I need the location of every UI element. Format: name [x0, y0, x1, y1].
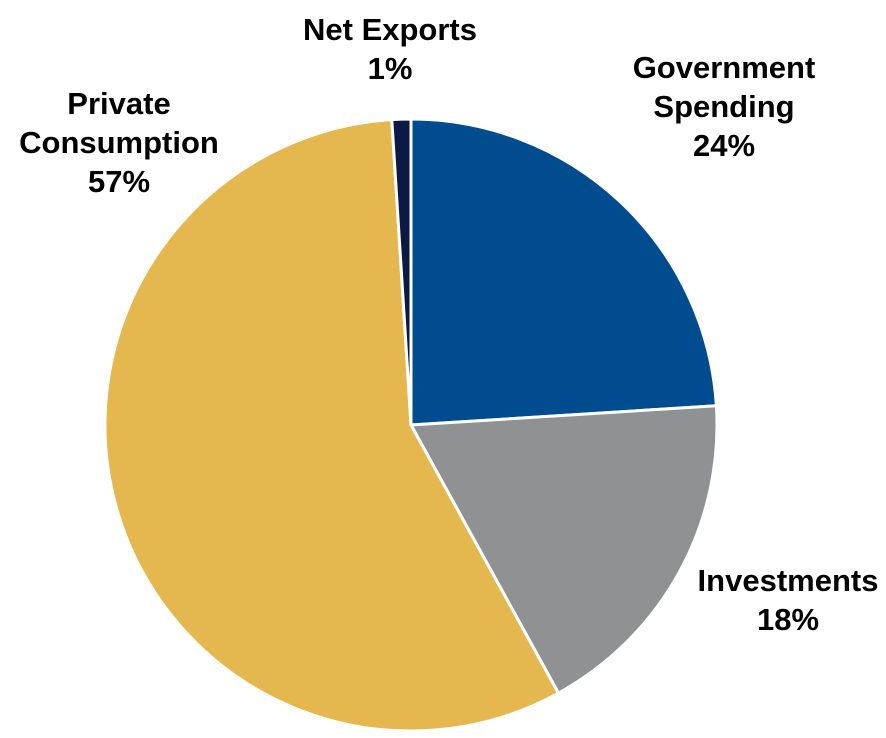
pie-slice-net-exports: [390, 117, 413, 427]
slice-label-line-private-consumption: Private: [67, 86, 170, 121]
slice-label-investments: Investments 18%: [698, 563, 879, 637]
slice-label-private-consumption: Private Consumption 57%: [19, 86, 219, 199]
slice-label-net-exports: Net Exports 1%: [303, 12, 477, 86]
slice-value-net-exports: 1%: [368, 51, 413, 86]
pie-slice-investments: [409, 404, 719, 695]
pie-slices: [103, 117, 719, 733]
slice-label-line-investments: Investments: [698, 563, 879, 598]
slice-label-government-spending: Government Spending 24%: [633, 50, 816, 163]
slice-value-government-spending: 24%: [693, 128, 755, 163]
slice-value-private-consumption: 57%: [88, 164, 150, 199]
slice-value-investments: 18%: [757, 602, 819, 637]
pie-slice-government-spending: [409, 117, 718, 427]
slice-label-line-government-spending: Government: [633, 50, 816, 85]
pie-slice-private-consumption: [103, 118, 560, 733]
slice-label-line-private-consumption: Consumption: [19, 125, 219, 160]
slice-label-line-net-exports: Net Exports: [303, 12, 477, 47]
pie-labels: Government Spending 24% Investments 18% Priva…: [19, 12, 878, 637]
slice-label-line-government-spending: Spending: [653, 89, 794, 124]
